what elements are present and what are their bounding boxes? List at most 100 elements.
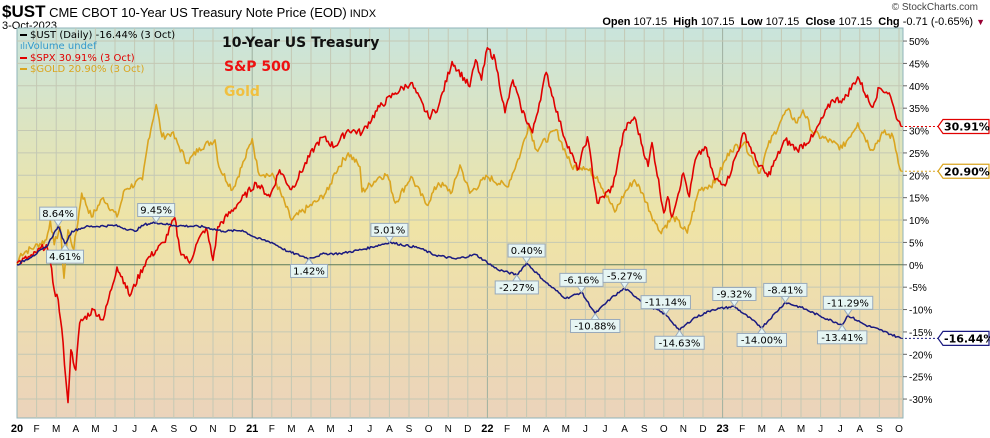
end-label-box [937,118,990,135]
x-tick-label: D [464,424,471,435]
label-box [640,295,691,310]
label-pointer [729,300,739,308]
y-tick-label: 50% [909,37,929,48]
high-label: High [673,16,698,28]
x-tick-label: D [229,424,236,435]
x-tick-label: J [583,424,588,435]
x-tick-label: 22 [481,423,493,435]
x-tick-label: O [425,424,433,435]
exchange: INDX [349,8,377,20]
y-tick-label: -5% [909,283,927,294]
series-line-spx [16,46,902,404]
volume-bars-icon: ılı [20,42,28,52]
x-tick-label: F [269,424,275,435]
x-tick-label: J [838,424,843,435]
label-pointer [512,274,522,282]
x-tick-label: A [72,424,79,435]
label-text: 4.61% [49,252,81,263]
label-pointer [620,282,630,290]
label-box [570,318,621,333]
label-pointer [53,219,63,228]
label-pointer [757,326,767,334]
x-tick-label: M [91,424,99,435]
y-tick-label: 15% [909,194,929,205]
x-tick-label: F [739,424,745,435]
close-label: Close [805,16,836,28]
annotation-gold: Gold [224,84,260,100]
y-tick-label: 20% [909,171,929,182]
label-box [290,263,329,278]
data-point-label: -5.27% [602,268,647,290]
x-tick-label: M [287,424,295,435]
x-tick-label: O [895,424,903,435]
label-text: 9.45% [140,206,172,217]
label-text: -9.32% [717,290,752,301]
end-value-label-gold: 20.90% [900,163,990,179]
label-box [137,203,176,218]
x-tick-label: J [367,424,372,435]
data-point-label: -2.27% [494,274,539,295]
y-tick-label: 0% [909,261,924,272]
label-box [46,249,85,264]
data-point-label: -11.14% [640,295,691,316]
high-value: 107.15 [700,16,735,28]
legend-item-gold: $GOLD 20.90% (3 Oct) [20,64,175,75]
x-tick-label: A [308,424,315,435]
label-text: 8.64% [42,209,74,220]
end-label-text: 30.91% [944,120,990,133]
x-tick-label: S [876,424,883,435]
label-box [816,330,868,345]
y-tick-label: -20% [909,350,932,361]
symbol-name: CME CBOT 10-Year US Treasury Note Price … [49,5,347,20]
label-pointer [522,256,532,264]
x-tick-label: F [34,424,40,435]
chg-label: Chg [878,16,900,28]
data-point-label: -6.16% [559,272,604,294]
label-text: -13.41% [821,333,863,344]
label-box [736,332,787,347]
x-tick-label: N [209,424,216,435]
data-point-label: -13.41% [816,323,868,345]
label-box [654,335,705,350]
x-tick-label: M [758,424,766,435]
chart-header: $UST CME CBOT 10-Year US Treasury Note P… [2,2,376,22]
x-tick-label: O [660,424,668,435]
x-tick-label: F [504,424,510,435]
label-pointer [675,329,684,337]
x-tick-label: N [680,424,687,435]
label-text: -14.63% [659,338,701,349]
data-point-label: 4.61% [46,243,85,264]
y-tick-label: 40% [909,82,929,93]
x-tick-label: S [406,424,413,435]
y-tick-label: 10% [909,216,929,227]
y-tick-label: 35% [909,104,929,115]
x-tick-label: J [132,424,137,435]
label-box [370,222,409,237]
label-box [602,268,647,283]
data-point-label: 9.45% [137,203,176,224]
open-value: 107.15 [633,16,668,28]
plot-area [16,27,904,419]
label-box [712,287,757,302]
legend-swatch [20,68,27,70]
x-tick-label: J [113,424,118,435]
label-text: -5.27% [607,271,642,282]
label-pointer [151,216,161,224]
x-tick-label: A [778,424,785,435]
x-tick-label: J [603,424,608,435]
label-pointer [843,309,853,317]
data-point-label: -11.29% [822,295,874,317]
legend-swatch [20,57,27,59]
x-tick-label: 20 [11,423,23,435]
end-label-text: -16.44% [944,332,990,345]
label-box [822,295,874,310]
label-pointer [304,257,314,265]
close-value: 107.15 [838,16,873,28]
legend-label: $GOLD 20.90% (3 Oct) [30,64,145,75]
y-tick-label: -10% [909,306,932,317]
label-text: -8.41% [768,285,803,296]
annotation-sp500: S&P 500 [224,59,291,75]
y-tick-label: -15% [909,328,932,339]
legend-label: $UST (Daily) -16.44% (3 Oct) [30,30,176,41]
